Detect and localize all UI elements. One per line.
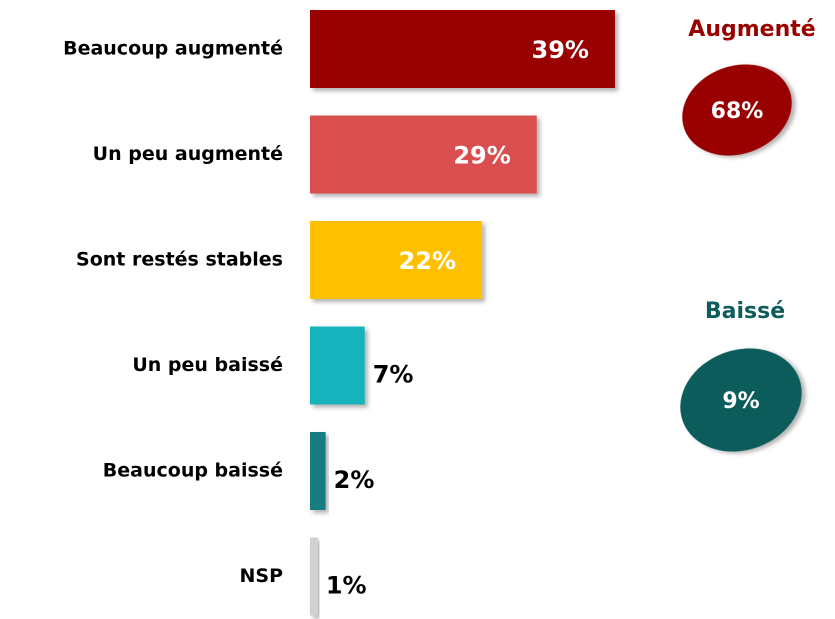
summary-title: Baissé [705, 299, 785, 324]
value-label: 7% [373, 361, 414, 389]
summary-bubble [682, 64, 792, 156]
bar [310, 115, 537, 194]
bar [310, 432, 326, 510]
bar [310, 326, 365, 405]
value-label: 39% [532, 36, 589, 64]
value-label: 1% [326, 572, 367, 600]
bar [310, 221, 483, 299]
category-label: Beaucoup augmenté [63, 38, 283, 60]
category-label: NSP [239, 565, 283, 587]
value-label: 29% [453, 142, 510, 170]
value-label: 22% [399, 247, 456, 275]
category-label: Sont restés stables [76, 249, 283, 271]
bar [310, 537, 318, 616]
summary-value: 9% [722, 389, 759, 414]
summary-title: Augmenté [688, 17, 815, 42]
summary-value: 68% [711, 99, 764, 124]
category-label: Un peu augmenté [93, 143, 283, 165]
category-label: Un peu baissé [132, 354, 283, 376]
bar [310, 10, 615, 88]
category-label: Beaucoup baissé [103, 460, 283, 482]
summary-bubble [680, 348, 802, 452]
value-label: 2% [334, 466, 375, 494]
